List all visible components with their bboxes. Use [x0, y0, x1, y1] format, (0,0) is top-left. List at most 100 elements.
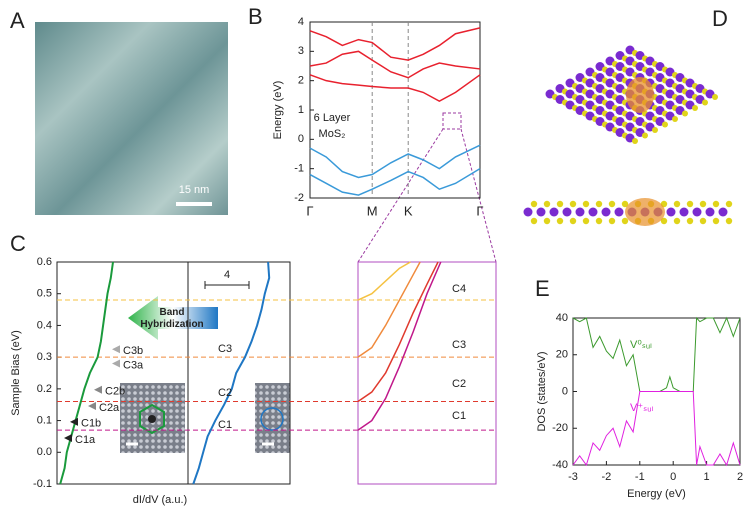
atom — [673, 217, 681, 225]
y-tick-label: -2 — [294, 192, 304, 204]
atom — [686, 217, 694, 225]
atom — [608, 200, 616, 208]
atom — [614, 207, 624, 217]
peak-marker — [88, 401, 96, 410]
atom — [662, 121, 668, 128]
state-label: C1 — [218, 419, 232, 431]
y-tick-label: 0.5 — [37, 288, 52, 300]
y-tick-label: 1 — [298, 104, 304, 116]
hybridization-arrow — [128, 296, 218, 340]
marker-circle — [260, 407, 284, 431]
y-tick-label: -0.1 — [33, 478, 52, 490]
atom — [666, 207, 676, 217]
atom — [601, 207, 611, 217]
annotation-line: Band — [160, 307, 185, 318]
legend-label: V⁰ₛᵤₗ — [630, 339, 652, 351]
spectrum — [59, 261, 114, 485]
data-line — [572, 316, 741, 392]
x-axis-label: dI/dV (a.u.) — [133, 494, 187, 506]
panel-letter: B — [248, 4, 263, 29]
y-tick-label: 0.4 — [37, 319, 52, 331]
x-tick-label: 0 — [670, 471, 676, 483]
atom — [543, 200, 551, 208]
y-tick-label: 0 — [298, 133, 304, 145]
y-tick-label: 2 — [298, 75, 304, 87]
atom — [692, 207, 702, 217]
annotation: MoS₂ — [319, 128, 346, 140]
peak-label: C2b — [105, 386, 125, 398]
annotation: 6 Layer — [314, 112, 351, 124]
y-tick-label: 0.1 — [37, 414, 52, 426]
annotation-line: Hybridization — [140, 319, 203, 330]
y-tick-label: 20 — [556, 349, 568, 361]
atom — [632, 138, 638, 144]
x-tick-label: K — [404, 203, 413, 218]
atom — [569, 217, 577, 225]
y-tick-label: -40 — [552, 459, 568, 471]
atom — [608, 217, 616, 225]
data-line — [572, 391, 741, 467]
atom — [536, 207, 546, 217]
x-tick-label: M — [367, 203, 378, 218]
atom — [712, 217, 720, 225]
charge-density — [625, 198, 665, 226]
atom — [725, 200, 733, 208]
x-tick-label: -2 — [602, 471, 612, 483]
atom — [712, 200, 720, 208]
data-line — [309, 74, 481, 103]
y-tick-label: -1 — [294, 163, 304, 175]
x-tick-label: 1 — [704, 471, 710, 483]
atom — [575, 207, 585, 217]
atom — [725, 217, 733, 225]
atom — [621, 217, 629, 225]
y-tick-label: 0.0 — [37, 446, 52, 458]
atom — [718, 207, 728, 217]
data-line — [357, 261, 411, 301]
plot-frame — [56, 261, 291, 485]
data-line — [309, 168, 481, 196]
peak-marker — [64, 434, 72, 443]
legend-label: C2 — [452, 378, 466, 390]
peak-marker — [112, 359, 120, 368]
atom — [712, 94, 718, 100]
x-axis-label: Energy (eV) — [627, 488, 686, 500]
atom — [582, 200, 590, 208]
atom — [543, 217, 551, 225]
y-tick-label: 40 — [556, 312, 568, 324]
atom — [699, 200, 707, 208]
zoom-box — [442, 112, 462, 130]
spectrum — [192, 261, 271, 485]
legend-label: C1 — [452, 410, 466, 422]
y-tick-label: 3 — [298, 45, 304, 57]
x-tick-label: 2 — [737, 471, 743, 483]
data-line — [357, 261, 442, 431]
atom — [595, 217, 603, 225]
state-label: C3 — [218, 343, 232, 355]
data-line — [309, 27, 481, 61]
panel-letter: C — [10, 231, 26, 256]
atom — [682, 110, 688, 117]
x-tick-label: Γ — [476, 203, 483, 218]
atom — [702, 99, 708, 106]
x-tick-label: -1 — [635, 471, 645, 483]
legend-label: C3 — [452, 339, 466, 351]
defect — [148, 415, 156, 423]
panel-letter: A — [10, 8, 25, 33]
data-line — [309, 50, 481, 79]
atom — [642, 132, 648, 139]
charge-density — [626, 77, 654, 113]
atom — [673, 200, 681, 208]
atom — [562, 207, 572, 217]
peak-marker — [112, 345, 120, 354]
panel-letter: E — [535, 276, 550, 301]
data-line — [357, 261, 439, 403]
atomic-structure — [523, 45, 733, 226]
scale-bar-label: 15 nm — [179, 184, 210, 196]
y-tick-label: 4 — [298, 16, 304, 28]
scale-bar-label: 4 — [224, 269, 230, 281]
plot-frame — [309, 21, 481, 199]
zoom-guide — [357, 128, 444, 263]
data-line — [357, 261, 421, 358]
y-axis-label: DOS (states/eV) — [536, 351, 548, 431]
